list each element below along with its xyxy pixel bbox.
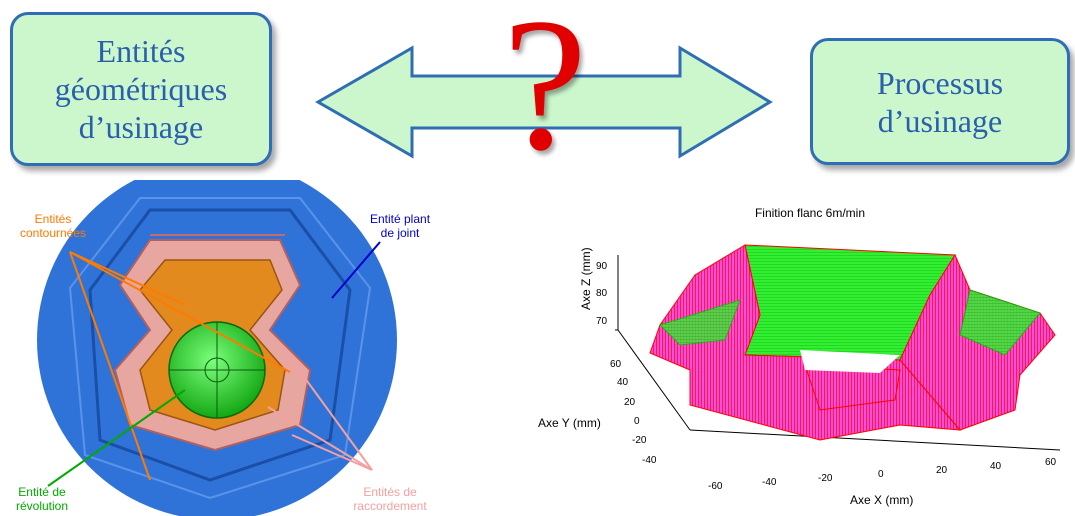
y-tick: 40 bbox=[617, 377, 629, 388]
y-tick: 0 bbox=[634, 416, 640, 427]
x-axis-label: Axe X (mm) bbox=[850, 493, 913, 507]
fillet-features-label: Entités de raccordement bbox=[340, 485, 440, 513]
machining-features-text: Entités géométriques d’usinage bbox=[55, 32, 227, 146]
z-axis-label: Axe Z (mm) bbox=[579, 247, 593, 310]
contour-features-label: Entités contournées bbox=[8, 212, 98, 240]
x-tick: 20 bbox=[936, 465, 948, 476]
question-mark: ? bbox=[490, 0, 600, 180]
toolpath-surface bbox=[650, 245, 1055, 440]
joint-plane-label: Entité plant de joint bbox=[340, 212, 460, 240]
z-tick: 80 bbox=[596, 288, 608, 299]
x-tick: -20 bbox=[818, 473, 833, 484]
y-axis-label: Axe Y (mm) bbox=[538, 416, 601, 430]
toolpath-plot: Finition flanc 6m/min Axe Z (mm) 90 80 7… bbox=[500, 195, 1070, 516]
x-tick: 0 bbox=[878, 469, 884, 480]
y-tick: 20 bbox=[624, 397, 636, 408]
revolution-feature-label: Entité de révolution bbox=[2, 485, 82, 513]
machining-process-text: Processus d’usinage bbox=[877, 64, 1003, 140]
plot-title: Finition flanc 6m/min bbox=[755, 206, 865, 220]
y-tick: -40 bbox=[642, 455, 657, 466]
x-tick: -60 bbox=[708, 481, 723, 492]
machining-process-box: Processus d’usinage bbox=[810, 38, 1070, 165]
x-tick: 40 bbox=[990, 461, 1002, 472]
y-tick: -20 bbox=[632, 435, 647, 446]
y-tick: 60 bbox=[610, 359, 622, 370]
z-tick: 70 bbox=[596, 316, 608, 327]
machining-features-box: Entités géométriques d’usinage bbox=[10, 12, 272, 166]
x-tick: -40 bbox=[762, 477, 777, 488]
x-tick: 60 bbox=[1045, 457, 1057, 468]
z-tick: 90 bbox=[596, 261, 608, 272]
